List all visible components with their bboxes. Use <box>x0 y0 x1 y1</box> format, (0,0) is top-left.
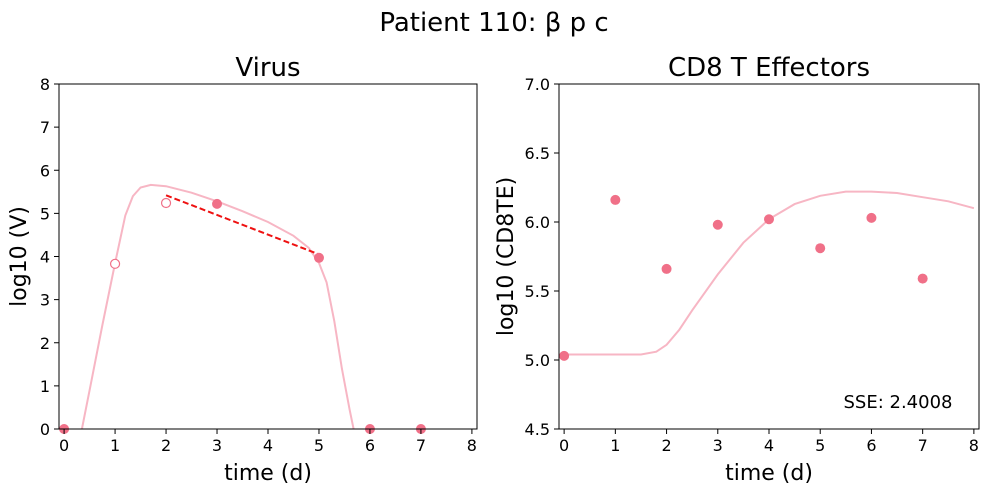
virus-y-tick-label-6: 6 <box>40 161 50 180</box>
virus-x-tick-label-4: 4 <box>263 436 273 455</box>
cd8-x-tick-label-7: 7 <box>918 436 928 455</box>
virus-y-tick-label-5: 5 <box>40 204 50 223</box>
virus-y-tick-label-7: 7 <box>40 118 50 137</box>
cd8-panel-title: CD8 T Effectors <box>668 53 870 83</box>
cd8-y-tick-label-3: 6.0 <box>525 213 550 232</box>
cd8-x-tick-label-2: 2 <box>661 436 671 455</box>
virus-x-tick-label-5: 5 <box>314 436 324 455</box>
virus-open-point-1 <box>160 197 172 209</box>
cd8-x-tick-label-8: 8 <box>969 436 979 455</box>
cd8-observed-point-2 <box>661 263 672 274</box>
virus-x-tick-label-6: 6 <box>365 436 375 455</box>
virus-observed-point-1 <box>212 198 223 209</box>
cd8-y-axis-title: log10 (CD8TE) <box>494 177 519 336</box>
virus-plot-frame <box>58 83 478 430</box>
virus-panel: Virus 0 1 2 3 4 5 6 7 8 0 1 2 3 4 5 6 7 8 time (d) log10 … <box>7 53 478 486</box>
cd8-y-tick-label-1: 5.0 <box>525 351 550 370</box>
virus-y-axis-title: log10 (V) <box>7 206 32 307</box>
virus-y-tick-label-4: 4 <box>40 248 50 267</box>
virus-x-tick-label-3: 3 <box>212 436 222 455</box>
cd8-y-tick-label-2: 5.5 <box>525 282 550 301</box>
cd8-y-tick-label-5: 7.0 <box>525 75 550 94</box>
cd8-observed-point-6 <box>866 212 877 223</box>
virus-model-curve-group <box>80 183 355 430</box>
virus-y-tick-label-2: 2 <box>40 334 50 353</box>
cd8-observed-point-7 <box>917 273 928 284</box>
virus-y-tick-label-3: 3 <box>40 291 50 310</box>
virus-fit-line <box>165 194 320 256</box>
virus-x-tick-label-2: 2 <box>161 436 171 455</box>
cd8-observed-point-4 <box>764 214 774 225</box>
virus-observed-point-2 <box>313 252 324 263</box>
cd8-x-tick-label-4: 4 <box>764 436 774 455</box>
cd8-observed-point-5 <box>815 243 826 254</box>
cd8-observed-point-3 <box>712 219 723 230</box>
virus-x-tick-label-8: 8 <box>467 436 477 455</box>
cd8-model-curve-group <box>564 190 975 356</box>
cd8-observed-point-0 <box>559 350 570 361</box>
cd8-points-group <box>559 194 928 361</box>
virus-x-axis-title: time (d) <box>224 461 312 486</box>
virus-panel-title: Virus <box>235 53 300 83</box>
virus-y-tick-label-8: 8 <box>40 75 50 94</box>
cd8-x-tick-label-5: 5 <box>815 436 825 455</box>
virus-points-group <box>59 197 426 434</box>
cd8-x-axis-title: time (d) <box>725 461 813 486</box>
cd8-x-tick-label-1: 1 <box>610 436 620 455</box>
virus-open-point-0 <box>109 258 121 269</box>
cd8-panel: CD8 T Effectors 0 1 2 3 4 5 6 7 8 4.5 5.0 5.5 6.0 6.5… <box>494 53 980 486</box>
cd8-y-tick-label-0: 4.5 <box>525 420 550 439</box>
virus-x-tick-label-0: 0 <box>59 436 69 455</box>
cd8-x-tick-label-3: 3 <box>713 436 723 455</box>
cd8-model-curve <box>564 190 975 356</box>
figure-suptitle: Patient 110: β p c <box>379 8 608 38</box>
cd8-x-tick-label-6: 6 <box>866 436 876 455</box>
virus-x-tick-label-1: 1 <box>110 436 120 455</box>
virus-y-tick-label-0: 0 <box>40 420 50 439</box>
virus-fit-line-group <box>165 194 320 256</box>
cd8-sse-annotation: SSE: 2.4008 <box>844 392 953 413</box>
cd8-plot-frame <box>558 83 980 430</box>
cd8-observed-point-1 <box>610 194 621 205</box>
virus-x-tick-label-7: 7 <box>416 436 426 455</box>
virus-y-tick-label-1: 1 <box>40 377 50 396</box>
virus-model-curve <box>80 183 355 430</box>
cd8-ticks-group: 0 1 2 3 4 5 6 7 8 4.5 5.0 5.5 6.0 6.5 7.0 <box>525 75 979 455</box>
cd8-x-tick-label-0: 0 <box>559 436 569 455</box>
virus-ticks-group: 0 1 2 3 4 5 6 7 8 0 1 2 3 4 5 6 7 8 <box>40 75 477 455</box>
cd8-y-tick-label-4: 6.5 <box>525 144 550 163</box>
